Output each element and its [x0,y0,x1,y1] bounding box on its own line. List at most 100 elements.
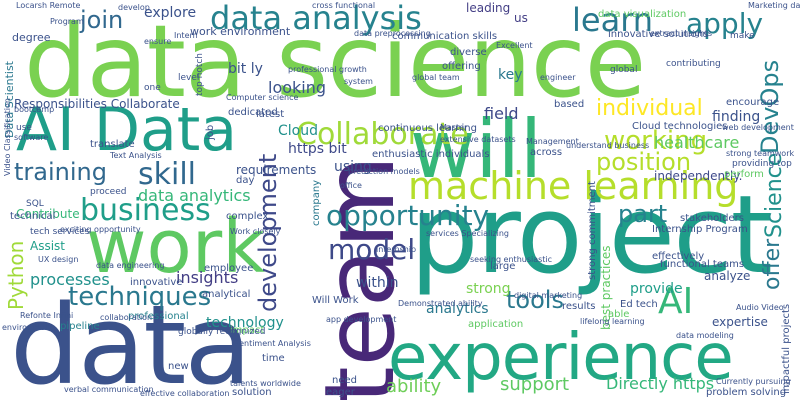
word: lifelong learning [580,317,645,326]
word: verbal communication [64,385,154,394]
word: analytics [426,301,489,317]
word: company [311,179,322,226]
word: data science [24,3,646,120]
word: impact [230,325,265,336]
word: talents worldwide [230,379,301,388]
word: strong [466,281,511,297]
word: degree [12,31,51,44]
word: Responsibilities Collaborate [14,97,180,111]
word: providing top [732,159,792,169]
word: job [205,124,216,140]
word: system [344,77,373,86]
word: develop [118,3,150,12]
word: SQL [26,199,44,209]
word: processes [30,270,110,289]
word: insights [176,268,239,287]
word: work environment [190,25,291,38]
word: Marketing data [748,1,800,10]
word: latest [256,109,285,120]
word: position [596,148,692,176]
word: technology [206,315,284,331]
word: Will Work [312,295,359,306]
word: software [14,133,49,142]
word: one [144,83,161,93]
word: digital marketing [514,291,583,300]
word: make [730,31,755,41]
word: join [80,6,124,34]
word: https bit [288,141,347,157]
word: solution [232,387,272,398]
word: prediction models [348,167,420,176]
word: global [610,65,638,75]
word: Internship Program [652,224,748,235]
word: within [356,275,399,291]
word: working [604,126,708,156]
word: stakeholders [680,213,744,224]
word: project [410,173,773,298]
word: model [328,233,416,266]
word: data preprocessing [354,29,431,38]
word: extensive datasets [440,135,516,144]
word: looking [268,78,327,97]
word: us [514,11,528,25]
word: data engineering [96,261,165,270]
word: AI [658,281,694,322]
word: app development [326,315,397,324]
word: large [490,261,516,272]
word: day [236,175,255,186]
word: apply [686,7,764,40]
word: Audio Video [736,303,784,312]
word: Ed tech [620,299,658,310]
word: Master [440,123,468,132]
word: based [554,99,585,110]
word: environment [2,323,53,332]
word: innovative solutions [608,29,709,40]
word: leading [466,1,511,15]
word: data modeling [676,331,734,340]
word: individual [596,96,703,121]
word: technical [10,211,56,222]
word: tech services [30,227,90,237]
word: complex [226,211,269,222]
word: strong commitment [587,181,598,280]
word: Sentiment Analysis [234,339,311,348]
word: able [608,309,630,320]
word: healthcare [654,133,740,152]
word: Cloud technologies [632,121,728,132]
word: work [86,204,266,290]
word: data analytics [138,186,251,205]
word: using [334,159,372,175]
word: extract insights [650,29,713,38]
word: techniques [68,282,212,312]
word: requirements [236,163,317,177]
word: office [340,181,362,190]
word: Management [526,137,579,146]
word: ensure [144,37,172,46]
word: data analysis [210,0,422,37]
word: contributing [666,59,721,69]
word: ability [386,376,442,397]
word: internship [376,245,417,254]
word: results [562,301,596,312]
word: professional growth [288,65,367,74]
word: Directly https [606,374,715,393]
word: continuous learning [378,123,477,134]
word: seeking enthusiastic [470,255,553,264]
word: Refonte Infini [20,311,74,320]
word: collaboration [100,313,153,322]
word: top notch [195,52,205,96]
word: professional [128,311,189,322]
word: application [468,319,524,330]
word: Work closely [230,227,281,236]
word: part [618,200,668,228]
word: analyze [704,269,751,283]
word: data visualization [598,9,687,20]
word: machine learning [408,164,739,208]
word: AI Data [16,95,238,165]
word: encourage [726,97,780,108]
word: expertise [712,315,768,329]
word: services Specializing [426,229,509,238]
word: global team [412,73,460,82]
word: innovative [130,277,183,288]
word: bootcamp [14,105,55,114]
